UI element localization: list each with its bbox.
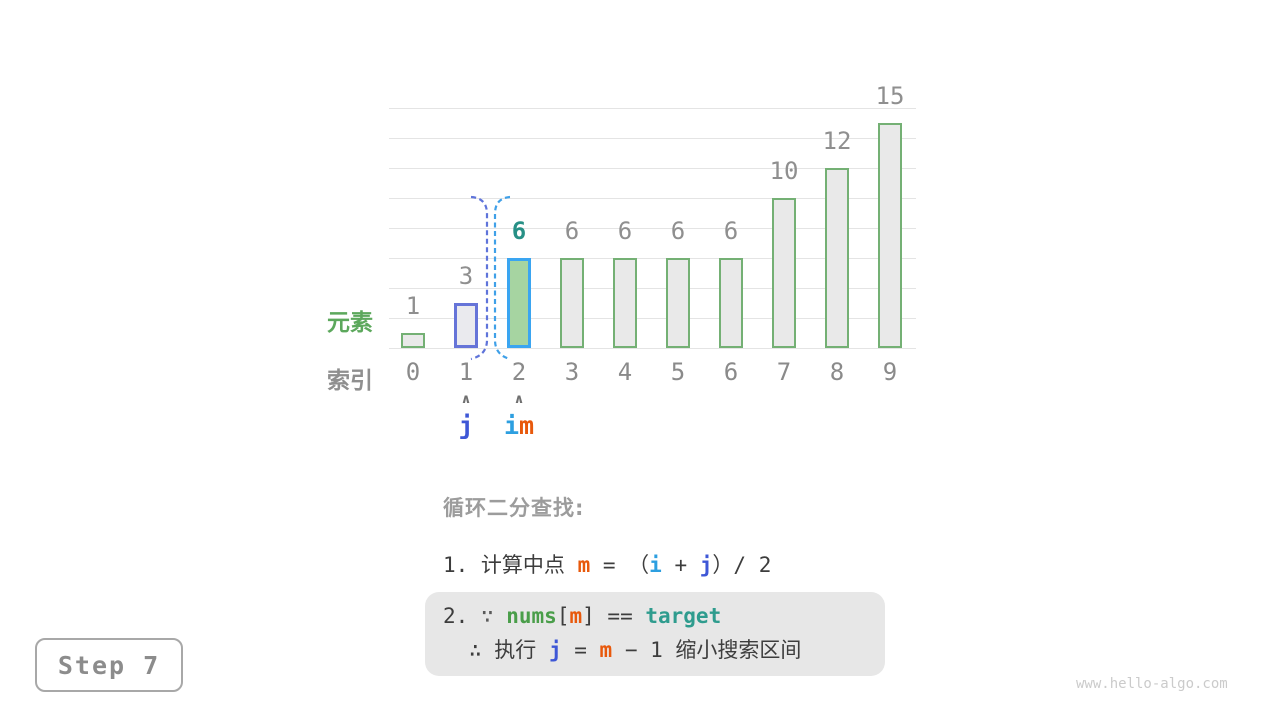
bar-index-0: [401, 333, 425, 348]
value-label-index-0: 1: [405, 292, 421, 320]
bar-index-5: [666, 258, 690, 348]
index-label-5: 5: [670, 358, 686, 386]
text-segment: − 1 缩小搜索区间: [612, 638, 802, 662]
bar-index-4: [613, 258, 637, 348]
pointer-letter-j: j: [458, 411, 474, 440]
index-label-1: 1: [458, 358, 474, 386]
array-bar-chart: 1 3 6 6 6 6 6 10 12 15: [389, 83, 916, 349]
text-segment: m: [599, 638, 613, 662]
bar-index-2: [507, 258, 531, 348]
value-label-index-5: 6: [670, 217, 686, 245]
pointer-label-j: j: [436, 412, 496, 440]
text-segment: j: [548, 638, 562, 662]
text-segment: 2.: [443, 604, 481, 628]
value-label-index-9: 15: [875, 82, 905, 110]
text-segment: ）/ 2: [712, 553, 772, 577]
index-label-2: 2: [511, 358, 527, 386]
watermark: www.hello-algo.com: [1076, 676, 1228, 692]
text-segment: ]: [582, 604, 595, 628]
text-segment: m: [577, 553, 591, 577]
index-label-3: 3: [564, 358, 580, 386]
value-label-index-3: 6: [564, 217, 580, 245]
text-segment: = （: [590, 553, 650, 577]
interval-divider-bracket: [470, 195, 511, 361]
bar-index-8: [825, 168, 849, 348]
text-segment: target: [645, 604, 722, 628]
bar-index-3: [560, 258, 584, 348]
text-segment: nums: [506, 604, 557, 628]
step-2-highlight-box: 2. ∵ nums[m] == target ∴ 执行 j = m − 1 缩小…: [425, 592, 885, 676]
index-label-6: 6: [723, 358, 739, 386]
text-segment: ∴ 执行: [469, 638, 549, 662]
value-label-index-2: 6: [511, 217, 527, 245]
caret-icon: ∧: [460, 392, 472, 407]
caret-icon: ∧: [513, 392, 525, 407]
text-segment: m: [569, 604, 583, 628]
step-badge-label: Step 7: [57, 650, 161, 680]
text-segment: 1. 计算中点: [443, 553, 578, 577]
step-2-action: ∴ 执行 j = m − 1 缩小搜索区间: [469, 633, 801, 667]
index-label-4: 4: [617, 358, 633, 386]
value-label-index-4: 6: [617, 217, 633, 245]
index-label-8: 8: [829, 358, 845, 386]
index-label-9: 9: [882, 358, 898, 386]
step-2-condition: 2. ∵ nums[m] == target: [443, 599, 721, 633]
index-row: 0 1 2 3 4 5 6 7 8 9: [389, 358, 916, 390]
text-segment: =: [561, 638, 600, 662]
step-badge: Step 7: [35, 638, 183, 692]
element-axis-label: 元素: [327, 310, 373, 336]
pointer-row: ∧ j ∧ i m: [389, 392, 916, 452]
text-segment: ∵: [480, 604, 507, 628]
bar-index-9: [878, 123, 902, 348]
index-axis-label: 索引: [327, 368, 373, 394]
bar-index-1: [454, 303, 478, 348]
text-segment: ==: [594, 604, 646, 628]
index-label-0: 0: [405, 358, 421, 386]
text-segment: j: [699, 553, 713, 577]
caption-title: 循环二分查找:: [443, 496, 585, 520]
index-label-7: 7: [776, 358, 792, 386]
bar-index-6: [719, 258, 743, 348]
bar-index-7: [772, 198, 796, 348]
text-segment: +: [661, 553, 700, 577]
pointer-letter-i: i: [503, 411, 519, 440]
value-label-index-7: 10: [769, 157, 799, 185]
value-label-index-6: 6: [723, 217, 739, 245]
value-label-index-1: 3: [458, 262, 474, 290]
formula-step-1: 1. 计算中点 m = （i + j）/ 2: [443, 549, 771, 579]
pointer-letter-m: m: [519, 411, 535, 440]
text-segment: i: [649, 553, 662, 577]
text-segment: [: [556, 604, 570, 628]
value-label-index-8: 12: [822, 127, 852, 155]
